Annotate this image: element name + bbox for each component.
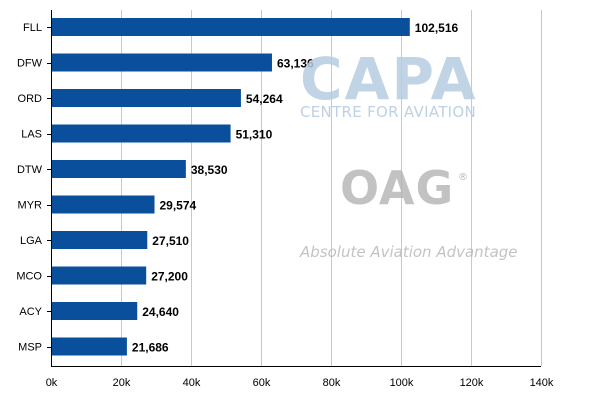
bar-value-label: 29,574 <box>160 199 197 213</box>
y-category-label: LGA <box>20 235 43 247</box>
bar <box>52 337 127 356</box>
bar <box>52 195 155 214</box>
y-category-label: LAS <box>21 129 42 141</box>
x-tick-label: 100k <box>390 377 414 389</box>
y-category-label: MCO <box>16 271 42 283</box>
x-tick-label: 80k <box>323 377 341 389</box>
bar <box>52 160 186 178</box>
bar-value-label: 54,264 <box>246 92 283 106</box>
bar-value-label: 102,516 <box>415 21 459 35</box>
axes: 0k 20k 40k 60k 80k 100k 120k 140k FLL 102,516 DFW 6… <box>16 10 554 389</box>
bar-value-label: 27,200 <box>151 270 188 284</box>
y-category-label: MYR <box>18 200 43 212</box>
bar-value-label: 27,510 <box>152 234 189 248</box>
y-category-label: FLL <box>23 22 42 34</box>
bars <box>52 18 410 356</box>
x-tick-label: 60k <box>253 377 271 389</box>
x-tick-label: 40k <box>183 377 201 389</box>
x-tick-label: 140k <box>530 377 554 389</box>
bar <box>52 266 147 285</box>
y-category-label: ORD <box>18 93 43 105</box>
bar-value-label: 51,310 <box>236 128 273 142</box>
y-category-label: MSP <box>18 342 42 354</box>
x-tick-label: 0k <box>46 377 58 389</box>
x-tick-label: 20k <box>113 377 131 389</box>
bar-value-label: 38,530 <box>191 163 228 177</box>
y-category-label: ACY <box>19 306 42 318</box>
y-category-label: DTW <box>17 164 43 176</box>
bar <box>52 302 138 320</box>
bar-value-label: 24,640 <box>142 305 179 319</box>
bar <box>52 18 410 36</box>
y-category-label: DFW <box>17 58 43 70</box>
bar <box>52 89 241 107</box>
bar <box>52 231 148 249</box>
bar <box>52 53 272 72</box>
bar-value-label: 21,686 <box>132 341 169 355</box>
bar <box>52 124 231 143</box>
x-tick-label: 120k <box>460 377 484 389</box>
bar-value-label: 63,136 <box>277 57 314 71</box>
